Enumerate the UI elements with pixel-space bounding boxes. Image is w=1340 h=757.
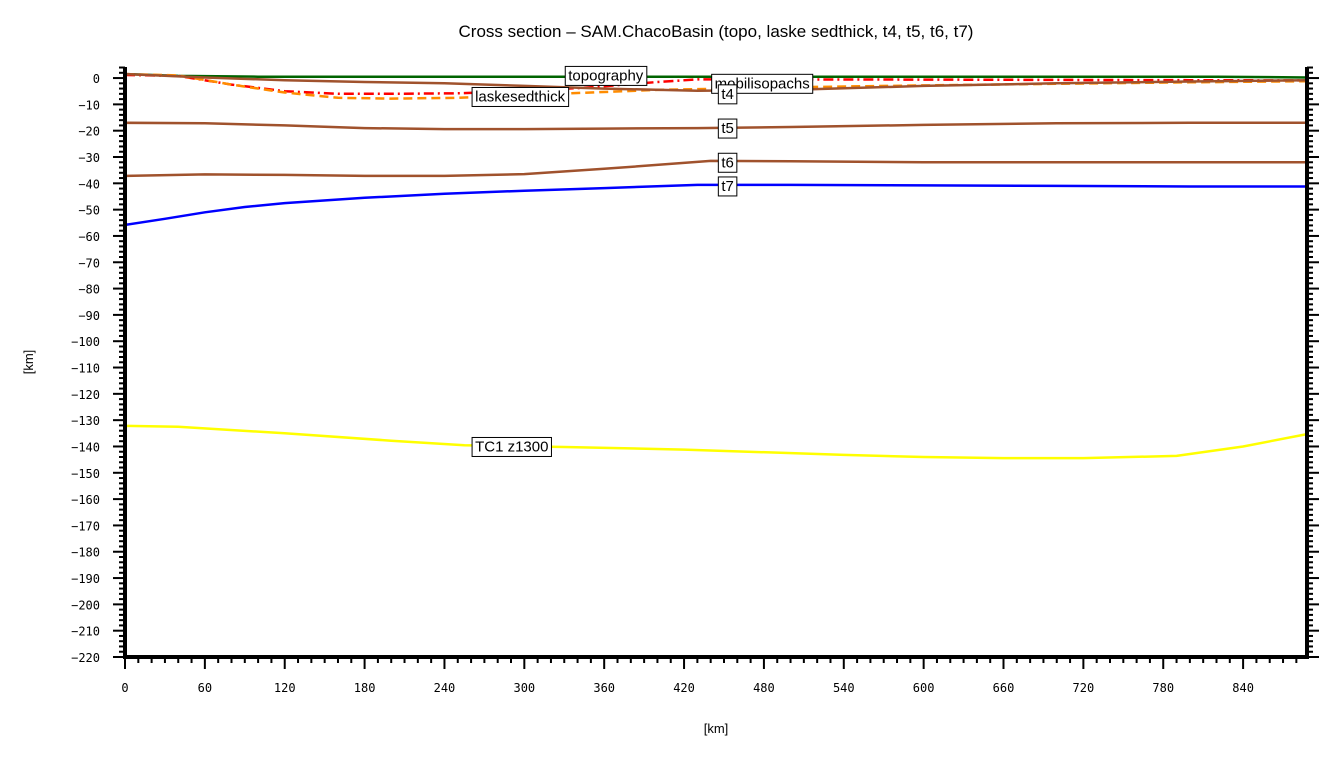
y-tick-label: −60 — [78, 230, 100, 244]
x-tick-label: 780 — [1152, 681, 1174, 695]
x-tick-label: 480 — [753, 681, 775, 695]
x-tick-label: 660 — [993, 681, 1015, 695]
curve-label: t6 — [717, 152, 738, 173]
svg-text:topography: topography — [568, 67, 644, 84]
x-tick-label: 720 — [1073, 681, 1095, 695]
x-tick-label: 300 — [513, 681, 535, 695]
series-t5 — [124, 121, 1307, 131]
y-tick-label: −130 — [71, 414, 100, 428]
series-t6 — [124, 159, 1307, 178]
series-t7 — [124, 183, 1307, 227]
chart-title: Cross section – SAM.ChacoBasin (topo, la… — [459, 22, 974, 41]
y-tick-label: −150 — [71, 467, 100, 481]
x-tick-label: 60 — [198, 681, 212, 695]
y-tick-label: 0 — [93, 72, 100, 86]
y-tick-label: −20 — [78, 125, 100, 139]
x-tick-label: 240 — [434, 681, 456, 695]
y-tick-label: −210 — [71, 625, 100, 639]
curve-labels: topography mobilisopachs laskesedthick t4 t5… — [471, 65, 814, 457]
y-tick-label: −220 — [71, 651, 100, 665]
series-tc1-z1300 — [124, 424, 1308, 460]
y-tick-label: −40 — [78, 177, 100, 191]
y-tick-label: −70 — [78, 256, 100, 270]
x-axis-label: [km] — [704, 721, 729, 736]
x-tick-label: 360 — [593, 681, 615, 695]
axes: 0 −10 −20 −30 −40 −50 −60 −70 −80 −90 −100 −110 −120… — [71, 66, 1319, 695]
svg-text:t7: t7 — [721, 178, 734, 195]
x-tick-label: 120 — [274, 681, 296, 695]
x-tick-label: 180 — [354, 681, 376, 695]
y-tick-label: −160 — [71, 493, 100, 507]
series-t4 — [124, 72, 1308, 92]
svg-text:TC1 z1300: TC1 z1300 — [475, 438, 548, 455]
svg-text:laskesedthick: laskesedthick — [475, 88, 566, 105]
x-tick-label: 840 — [1232, 681, 1254, 695]
plot-area — [124, 72, 1308, 460]
y-tick-label: −120 — [71, 388, 100, 402]
y-tick-label: −180 — [71, 546, 100, 560]
x-tick-label: 0 — [121, 681, 128, 695]
curve-label: t4 — [717, 84, 738, 105]
x-tick-label: 540 — [833, 681, 855, 695]
y-tick-label: −50 — [78, 204, 100, 218]
curve-label: TC1 z1300 — [471, 436, 552, 457]
svg-text:t6: t6 — [721, 154, 734, 171]
y-tick-label: −200 — [71, 598, 100, 612]
y-tick-label: −80 — [78, 283, 100, 297]
y-tick-label: −170 — [71, 519, 100, 533]
series-topography — [124, 72, 1308, 79]
curve-label: t5 — [717, 118, 738, 139]
svg-text:t5: t5 — [721, 120, 734, 137]
y-tick-label: −100 — [71, 335, 100, 349]
y-tick-label: −190 — [71, 572, 100, 586]
svg-text:t4: t4 — [721, 86, 734, 103]
y-tick-label: −140 — [71, 440, 100, 454]
x-tick-label: 420 — [673, 681, 695, 695]
curve-label: t7 — [717, 176, 738, 197]
curve-label: topography — [564, 65, 648, 86]
curve-label: laskesedthick — [471, 86, 570, 107]
svg-text:mobilisopachs: mobilisopachs — [715, 75, 810, 92]
y-tick-label: −90 — [78, 309, 100, 323]
y-tick-label: −10 — [78, 98, 100, 112]
x-tick-label: 600 — [913, 681, 935, 695]
y-axis-label: [km] — [21, 350, 36, 375]
y-tick-label: −30 — [78, 151, 100, 165]
y-tick-label: −110 — [71, 362, 100, 376]
curve-label: mobilisopachs — [711, 73, 814, 94]
